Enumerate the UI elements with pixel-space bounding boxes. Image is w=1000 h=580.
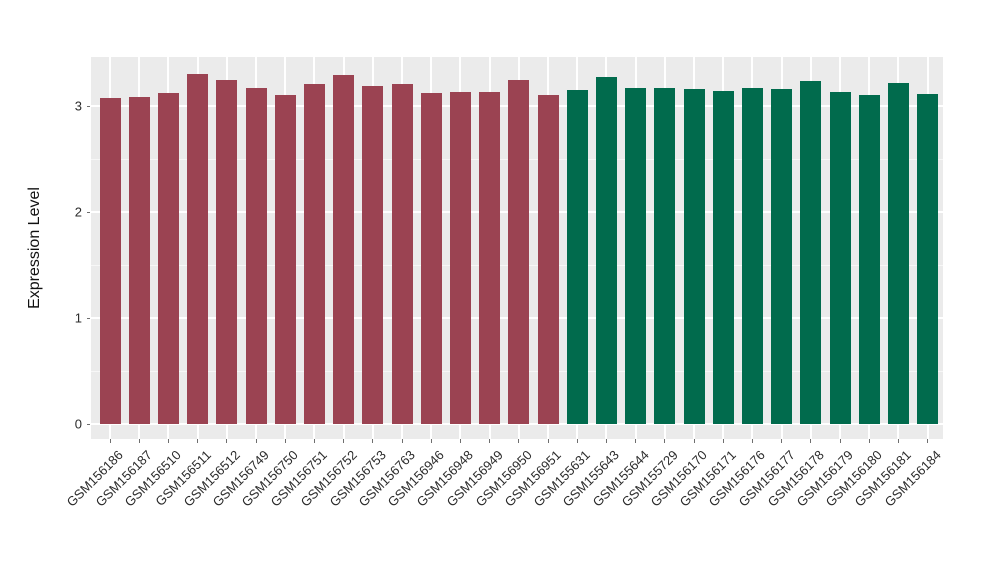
bar-GSM156763 <box>391 83 413 424</box>
plot-panel <box>91 57 943 439</box>
x-tick-mark <box>284 439 286 443</box>
x-tick-mark <box>401 439 403 443</box>
y-tick-label: 0 <box>74 416 82 432</box>
x-tick-mark <box>605 439 607 443</box>
x-tick-mark <box>635 439 637 443</box>
bar-GSM156177 <box>771 89 793 424</box>
bar-GSM155631 <box>566 90 588 424</box>
x-tick-mark <box>781 439 783 443</box>
x-tick-mark <box>839 439 841 443</box>
bar-GSM156180 <box>858 95 880 424</box>
bar-GSM156186 <box>99 97 121 424</box>
bar-GSM156749 <box>245 88 267 424</box>
bar-GSM156511 <box>187 74 209 424</box>
x-tick-mark <box>459 439 461 443</box>
bar-GSM156948 <box>449 92 471 424</box>
bar-GSM156752 <box>333 75 355 424</box>
y-tick-mark <box>87 317 90 319</box>
x-tick-mark <box>313 439 315 443</box>
x-tick-mark <box>372 439 374 443</box>
bar-GSM156949 <box>479 92 501 424</box>
bar-GSM156178 <box>800 80 822 424</box>
bar-GSM156751 <box>303 83 325 424</box>
x-tick-mark <box>576 439 578 443</box>
bar-GSM156512 <box>216 79 238 424</box>
x-tick-mark <box>489 439 491 443</box>
bar-GSM156179 <box>829 92 851 424</box>
gridline-major <box>91 423 943 425</box>
bar-GSM155729 <box>654 88 676 424</box>
bar-GSM155643 <box>595 77 617 424</box>
y-tick-mark <box>87 423 90 425</box>
x-tick-mark <box>927 439 929 443</box>
bar-GSM156187 <box>128 96 150 424</box>
bar-GSM156951 <box>537 95 559 424</box>
y-tick-mark <box>87 105 90 107</box>
x-tick-mark <box>167 439 169 443</box>
bar-GSM156753 <box>362 85 384 424</box>
bar-GSM156950 <box>508 79 530 424</box>
x-tick-mark <box>810 439 812 443</box>
x-tick-mark <box>255 439 257 443</box>
y-tick-mark <box>87 211 90 213</box>
x-tick-mark <box>751 439 753 443</box>
x-tick-mark <box>343 439 345 443</box>
bar-GSM156946 <box>420 93 442 424</box>
bar-GSM156171 <box>712 91 734 424</box>
y-tick-label: 1 <box>74 310 82 326</box>
x-tick-mark <box>109 439 111 443</box>
bar-GSM155644 <box>625 88 647 424</box>
x-tick-mark <box>664 439 666 443</box>
x-tick-mark <box>138 439 140 443</box>
x-tick-mark <box>868 439 870 443</box>
x-tick-mark <box>897 439 899 443</box>
x-axis: GSM156186 GSM156187 GSM156510 GSM156511 GSM1… <box>0 439 1000 580</box>
y-tick-label: 3 <box>74 98 82 114</box>
y-axis: 0 1 2 3 <box>0 57 91 439</box>
bar-GSM156181 <box>887 82 909 424</box>
x-tick-mark <box>197 439 199 443</box>
y-tick-label: 2 <box>74 204 82 220</box>
bar-GSM156510 <box>157 93 179 424</box>
bar-GSM156176 <box>741 88 763 424</box>
x-tick-mark <box>226 439 228 443</box>
bar-GSM156184 <box>917 94 939 424</box>
x-tick-mark <box>722 439 724 443</box>
x-tick-mark <box>693 439 695 443</box>
x-tick-mark <box>547 439 549 443</box>
x-tick-mark <box>518 439 520 443</box>
bar-GSM156750 <box>274 95 296 424</box>
x-tick-mark <box>430 439 432 443</box>
bar-GSM156170 <box>683 89 705 424</box>
